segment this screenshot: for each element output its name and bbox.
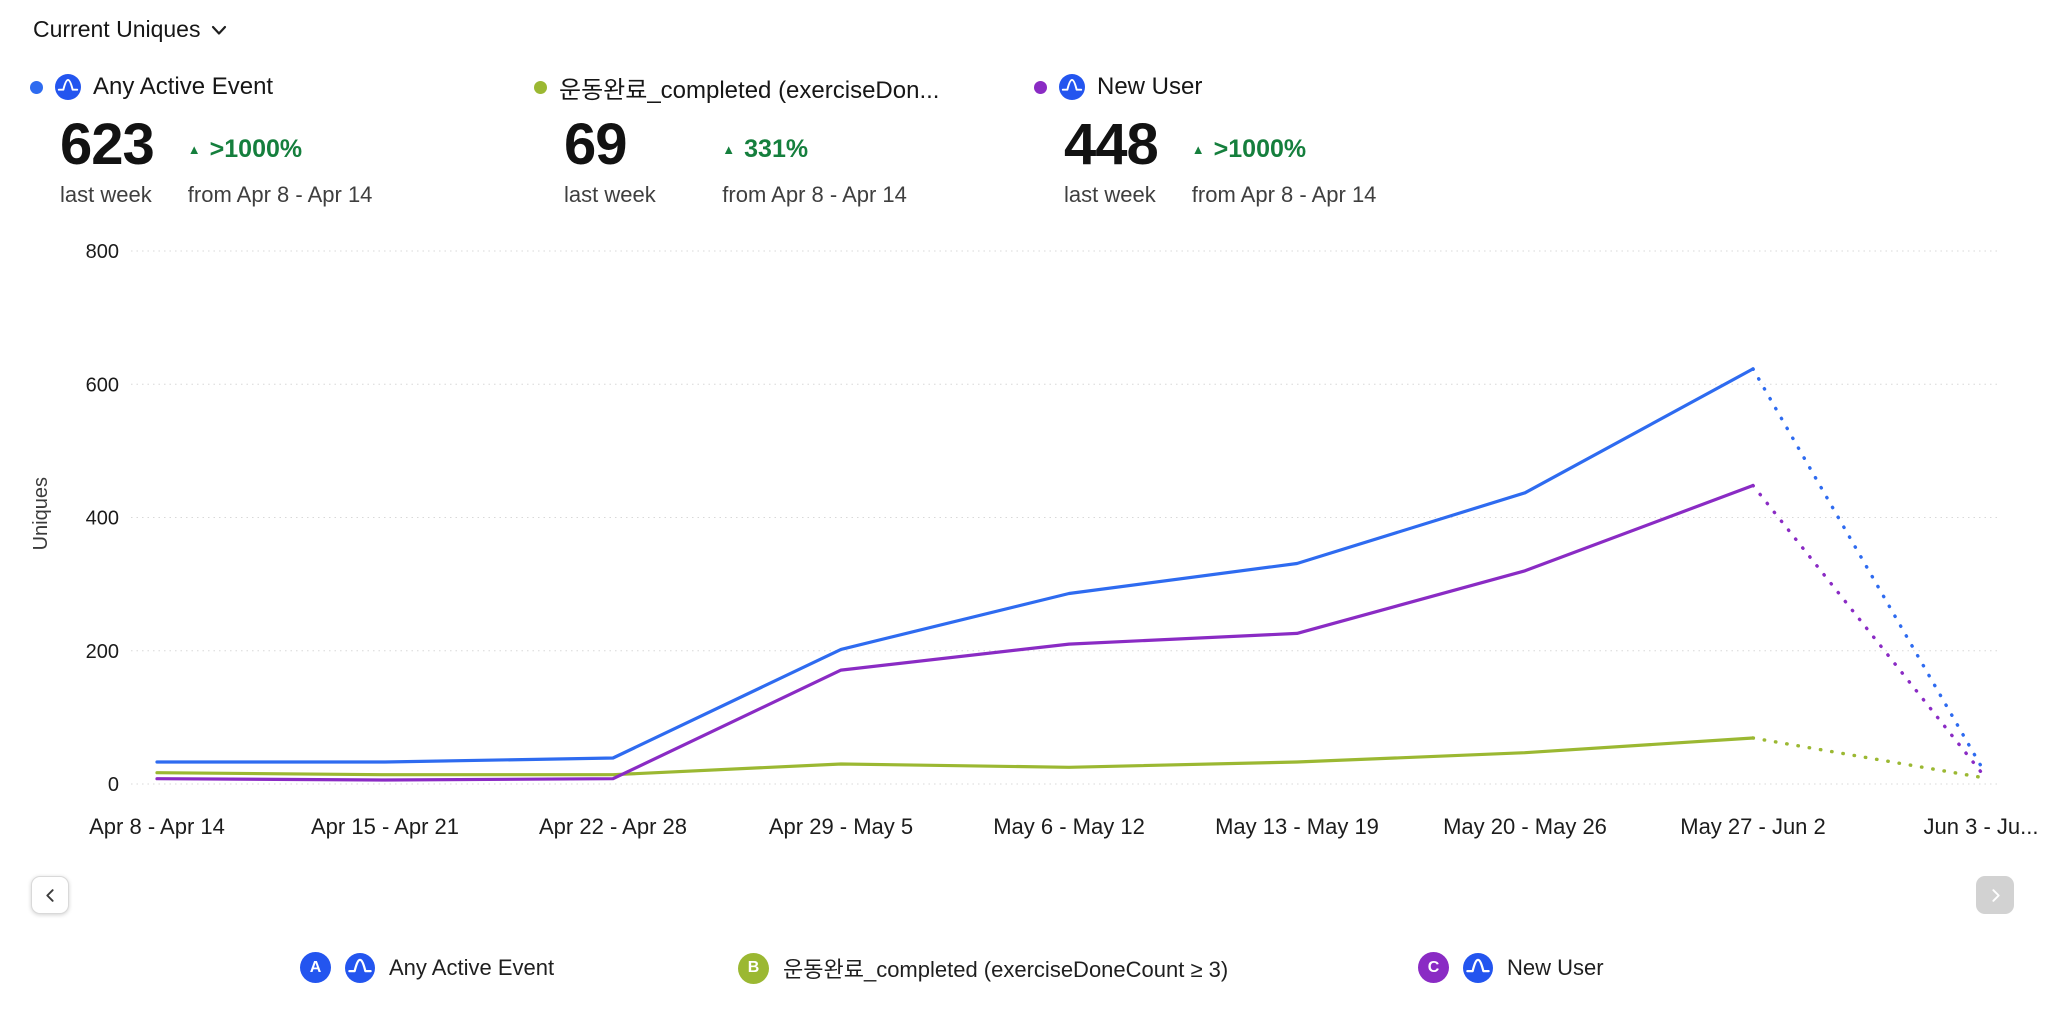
x-axis-label: May 13 - May 19 — [1215, 814, 1379, 839]
y-axis-tick: 200 — [86, 641, 119, 663]
amplitude-logo-icon — [55, 74, 81, 100]
metric-change: ▲ >1000% — [188, 135, 373, 164]
legend-label: 운동완료_completed (exerciseDoneCount ≥ 3) — [783, 957, 1229, 982]
metric-card-exercise-completed[interactable]: 운동완료_completed (exerciseDon... 69 ▲ 331%… — [534, 72, 939, 208]
x-axis-label: May 6 - May 12 — [993, 814, 1145, 839]
metric-name: Any Active Event — [93, 73, 274, 100]
metric-compare: from Apr 8 - Apr 14 — [1191, 182, 1377, 207]
metric-period: last week — [564, 182, 656, 207]
measured-as-label: Current Uniques — [33, 16, 201, 42]
scroll-right-button[interactable] — [1976, 876, 2014, 914]
series-color-dot — [534, 80, 547, 94]
metric-period: last week — [60, 182, 152, 207]
metric-change-value: >1000% — [1213, 135, 1307, 163]
metric-change-value: >1000% — [209, 135, 303, 163]
series-color-dot — [1034, 80, 1047, 94]
metric-change-value: 331% — [744, 135, 809, 163]
x-axis-label: Apr 29 - May 5 — [768, 814, 914, 839]
y-axis-title: Uniques — [30, 477, 52, 551]
x-axis-label: Apr 15 - Apr 21 — [311, 814, 459, 839]
x-axis-label: May 27 - Jun 2 — [1680, 814, 1826, 839]
legend-label: New User — [1507, 954, 1604, 980]
up-triangle-icon: ▲ — [187, 142, 201, 157]
legend-letter-badge: A — [300, 952, 331, 983]
metric-change: ▲ >1000% — [1192, 135, 1377, 164]
metric-header: Any Active Event — [30, 72, 372, 102]
x-axis-label: Apr 22 - Apr 28 — [539, 814, 687, 839]
y-axis-tick: 600 — [86, 374, 119, 396]
chevron-right-icon — [1991, 888, 2000, 902]
metric-value: 69 — [564, 112, 628, 177]
series-color-dot — [30, 80, 43, 94]
metric-card-any-active-event[interactable]: Any Active Event 623 ▲ >1000% last week … — [30, 72, 372, 208]
y-axis-tick: 800 — [86, 241, 119, 263]
legend-item-any-active-event[interactable]: A Any Active Event — [300, 952, 554, 983]
legend-item-new-user[interactable]: C New User — [1418, 952, 1604, 983]
metric-header: 운동완료_completed (exerciseDon... — [534, 72, 940, 104]
metric-header: New User — [1034, 72, 1376, 102]
metric-value: 623 — [60, 112, 155, 177]
series-line-0[interactable] — [155, 736, 1755, 777]
x-axis-label: Jun 3 - Ju... — [1923, 814, 2039, 839]
scroll-left-button[interactable] — [31, 876, 69, 914]
legend-letter-badge: C — [1418, 952, 1449, 983]
series-dotted-segment-1[interactable] — [1751, 483, 1983, 774]
series-dotted-segment-2[interactable] — [1751, 367, 1983, 768]
metric-change: ▲ 331% — [722, 135, 939, 164]
series-line-2[interactable] — [155, 367, 1755, 764]
chevron-left-icon — [45, 888, 54, 902]
x-axis-label: May 20 - May 26 — [1443, 814, 1607, 839]
up-triangle-icon: ▲ — [722, 142, 736, 157]
x-axis-label: Apr 8 - Apr 14 — [89, 814, 225, 839]
metric-name: New User — [1097, 73, 1203, 100]
amplitude-logo-icon — [1059, 74, 1085, 100]
metric-compare: from Apr 8 - Apr 14 — [187, 182, 373, 207]
metric-card-new-user[interactable]: New User 448 ▲ >1000% last week from Apr… — [1034, 72, 1376, 208]
series-line-1[interactable] — [155, 483, 1755, 782]
legend-letter-badge: B — [738, 952, 769, 984]
y-axis-tick: 400 — [86, 508, 119, 530]
amplitude-logo-icon — [345, 952, 375, 983]
series-dotted-segment-0[interactable] — [1751, 736, 1983, 779]
metric-compare: from Apr 8 - Apr 14 — [722, 182, 907, 207]
y-axis-tick: 0 — [108, 774, 119, 796]
legend-label: Any Active Event — [389, 954, 555, 980]
metric-name: 운동완료_completed (exerciseDon... — [559, 76, 940, 104]
up-triangle-icon: ▲ — [1191, 142, 1205, 157]
chevron-down-icon — [212, 25, 227, 35]
metric-value: 448 — [1064, 112, 1159, 177]
measured-as-dropdown[interactable]: Current Uniques — [33, 16, 228, 43]
amplitude-logo-icon — [1463, 952, 1493, 983]
legend-item-exercise-completed[interactable]: B 운동완료_completed (exerciseDoneCount ≥ 3) — [738, 952, 1228, 984]
metric-period: last week — [1064, 182, 1156, 207]
